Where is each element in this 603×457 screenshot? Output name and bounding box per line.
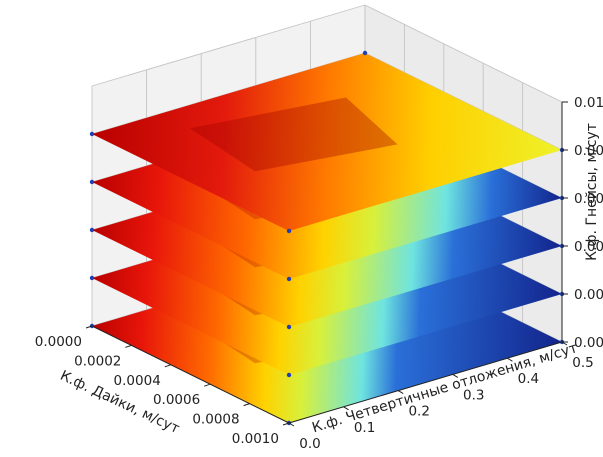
x-axis-line <box>91 325 290 424</box>
y-tick-label-2: 0.2 <box>408 404 429 420</box>
z-tick-label-1: 0.002 <box>574 287 603 303</box>
chart-slices <box>89 50 565 426</box>
x-tick-label-0: 0.0000 <box>35 334 82 350</box>
z-tick-label-4: 0.008 <box>574 143 603 159</box>
y-tick-mark-1 <box>343 406 349 411</box>
y-axis-line <box>288 341 563 424</box>
slice-corner-2-1 <box>286 324 292 330</box>
x-tick-label-4: 0.0008 <box>192 412 239 428</box>
slice-corner-4-0 <box>89 131 95 137</box>
x-tick-mark-4 <box>243 403 250 407</box>
y-tick-mark-0 <box>288 422 295 427</box>
slice-corner-3-1 <box>286 276 292 282</box>
slice-corner-4-3 <box>362 50 368 56</box>
slice-corner-1-0 <box>89 275 95 281</box>
grid-side-z-5 <box>364 4 563 103</box>
z-tick-label-5: 0.010 <box>574 95 603 111</box>
z-tick-label-3: 0.006 <box>574 191 603 207</box>
y-tick-label-0: 0.0 <box>299 436 320 452</box>
x-tick-mark-1 <box>125 344 132 348</box>
y-tick-mark-2 <box>397 390 404 395</box>
x-tick-mark-5 <box>282 422 290 426</box>
slice-corner-4-1 <box>286 228 292 234</box>
slice-corner-3-0 <box>89 179 95 185</box>
x-tick-label-1: 0.0002 <box>74 353 121 369</box>
slice-corner-1-1 <box>286 372 292 378</box>
x-tick-label-5: 0.0010 <box>232 431 279 447</box>
x-tick-mark-2 <box>164 364 171 368</box>
slice-shade-4 <box>189 97 398 172</box>
z-tick-label-2: 0.004 <box>574 239 603 255</box>
z-tick-label-0: 0.000 <box>574 335 603 351</box>
slice-corner-2-0 <box>89 227 95 233</box>
y-tick-label-1: 0.1 <box>354 420 375 436</box>
x-tick-mark-0 <box>85 325 93 329</box>
slice-surface-4 <box>92 53 562 231</box>
y-tick-mark-4 <box>507 357 513 362</box>
grid-back-z-5 <box>91 4 366 87</box>
x-tick-label-2: 0.0004 <box>114 373 161 389</box>
y-tick-label-3: 0.3 <box>463 387 484 403</box>
z-axis-label: К.ф. Гнейсы, м/сут <box>584 123 600 261</box>
x-tick-mark-3 <box>204 383 211 387</box>
x-tick-label-3: 0.0006 <box>153 392 200 408</box>
y-tick-label-4: 0.4 <box>518 371 539 387</box>
y-tick-mark-3 <box>452 373 459 378</box>
y-tick-label-5: 0.5 <box>572 355 593 371</box>
